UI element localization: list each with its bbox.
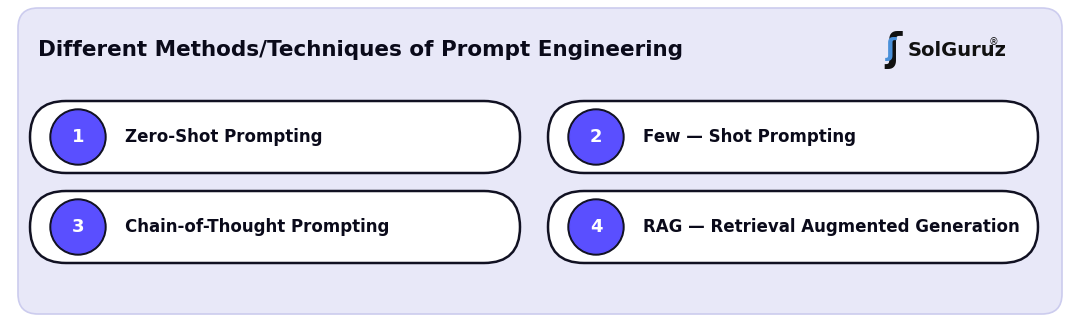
Text: 4: 4 [590, 218, 603, 236]
Text: 2: 2 [590, 128, 603, 146]
Text: SolGuruz: SolGuruz [907, 41, 1007, 60]
FancyBboxPatch shape [548, 191, 1038, 263]
Text: ®: ® [988, 37, 998, 47]
FancyBboxPatch shape [30, 191, 519, 263]
Circle shape [568, 109, 624, 165]
Text: 1: 1 [71, 128, 84, 146]
Circle shape [52, 201, 104, 253]
Circle shape [570, 201, 622, 253]
FancyBboxPatch shape [30, 101, 519, 173]
Circle shape [50, 109, 106, 165]
FancyBboxPatch shape [548, 101, 1038, 173]
Circle shape [570, 111, 622, 163]
Text: RAG — Retrieval Augmented Generation: RAG — Retrieval Augmented Generation [643, 218, 1020, 236]
Circle shape [50, 199, 106, 255]
Circle shape [568, 199, 624, 255]
Text: Different Methods/Techniques of Prompt Engineering: Different Methods/Techniques of Prompt E… [38, 40, 683, 60]
FancyBboxPatch shape [18, 8, 1062, 314]
Text: ʃ: ʃ [886, 37, 896, 61]
Text: 3: 3 [71, 218, 84, 236]
Circle shape [52, 111, 104, 163]
Text: Chain-of-Thought Prompting: Chain-of-Thought Prompting [125, 218, 390, 236]
Text: ʃ: ʃ [885, 31, 901, 69]
Text: Zero-Shot Prompting: Zero-Shot Prompting [125, 128, 323, 146]
Text: Few — Shot Prompting: Few — Shot Prompting [643, 128, 856, 146]
